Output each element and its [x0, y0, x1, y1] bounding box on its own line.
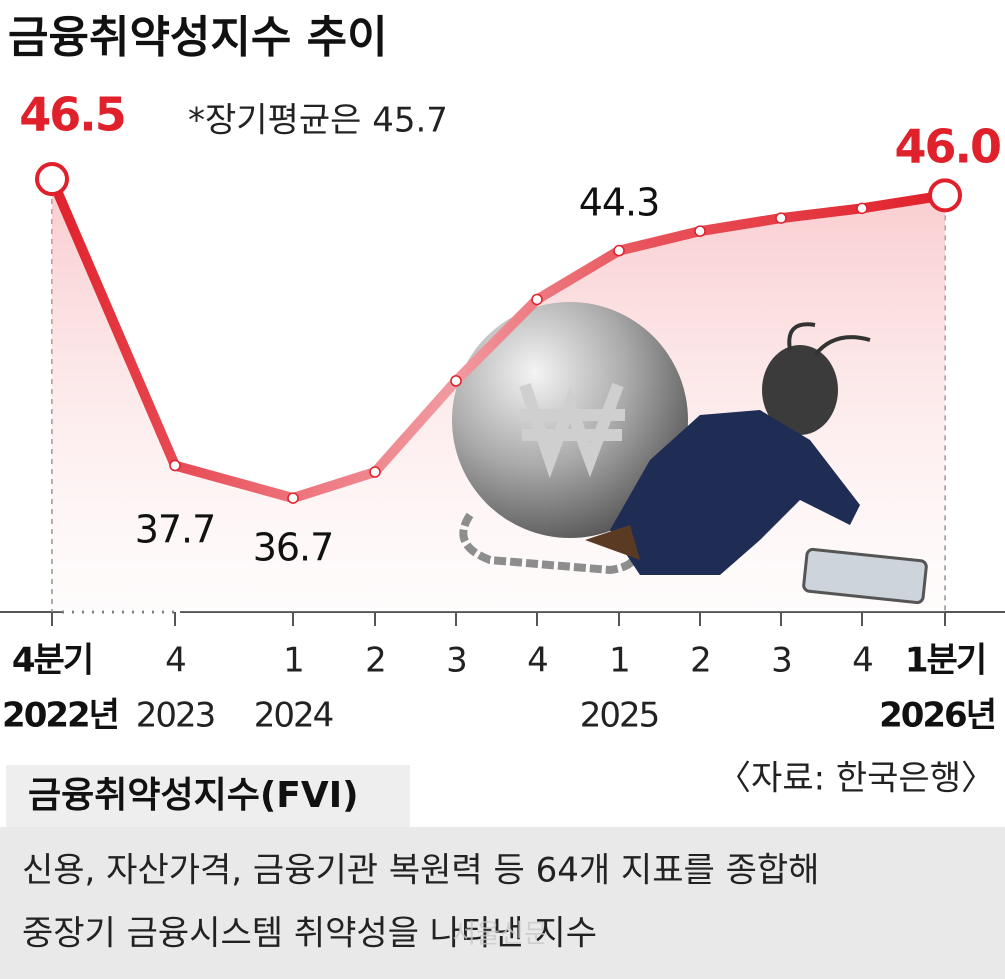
value-label: 46.0 — [895, 120, 1001, 174]
antenna — [787, 322, 871, 357]
x-tick-label: 4 — [527, 641, 547, 681]
box-line: 중장기 금융시스템 취약성을 나타낸 지수 — [22, 914, 597, 954]
plot-area: 4분기 2022년 4 2023 1 2024 2 3 4 1 2025 2 3 4 1분기 2026년 46… — [0, 88, 1005, 736]
value-label: 46.5 — [19, 88, 125, 142]
value-label: 36.7 — [253, 526, 334, 570]
x-tick-label: 2 — [365, 641, 385, 681]
head — [762, 345, 838, 435]
x-tick-label: 1 — [609, 641, 629, 681]
point — [450, 375, 462, 387]
suit — [610, 410, 860, 575]
box-line: 신용, 자산가격, 금융기관 복원력 등 64개 지표를 종합해 — [22, 851, 819, 891]
x-tick-label: 4분기 — [12, 641, 92, 681]
point — [775, 212, 787, 224]
point — [35, 162, 69, 197]
x-tick-label: 3 — [771, 641, 791, 681]
x-tick-year: 2022년 — [2, 696, 118, 736]
illustration — [452, 302, 928, 605]
x-tick-year: 2024 — [254, 696, 333, 736]
won-sign — [519, 382, 625, 479]
point — [287, 492, 299, 504]
chart-title: 금융취약성지수 추이 — [8, 12, 388, 63]
source: 〈자료: 한국은행〉 — [717, 759, 995, 799]
x-tick-label: 1 — [283, 641, 303, 681]
box-title: 금융취약성지수(FVI) — [28, 775, 359, 816]
value-label: 44.3 — [579, 181, 660, 225]
x-tick-label: 1분기 — [905, 641, 985, 681]
watermark: 서울신문 — [452, 920, 548, 950]
shoe — [585, 525, 640, 560]
point — [928, 178, 962, 213]
phone — [802, 547, 928, 605]
x-tick-label: 3 — [446, 641, 466, 681]
value-label: 37.7 — [135, 508, 216, 552]
point — [369, 466, 381, 478]
x-tick-label: 2 — [690, 641, 710, 681]
x-tick-label: 4 — [852, 641, 872, 681]
point — [856, 202, 868, 215]
x-tick-year: 2025 — [580, 696, 659, 736]
box-title-bg — [6, 765, 410, 827]
x-tick-label: 4 — [165, 641, 185, 681]
x-tick-year: 2026년 — [879, 696, 995, 736]
box-bg — [0, 827, 1005, 979]
point — [169, 459, 181, 472]
point — [531, 293, 543, 306]
point — [613, 244, 625, 257]
x-tick-year: 2023 — [136, 696, 215, 736]
annotation: *장기평균은 45.7 — [188, 101, 448, 141]
point — [694, 225, 706, 237]
